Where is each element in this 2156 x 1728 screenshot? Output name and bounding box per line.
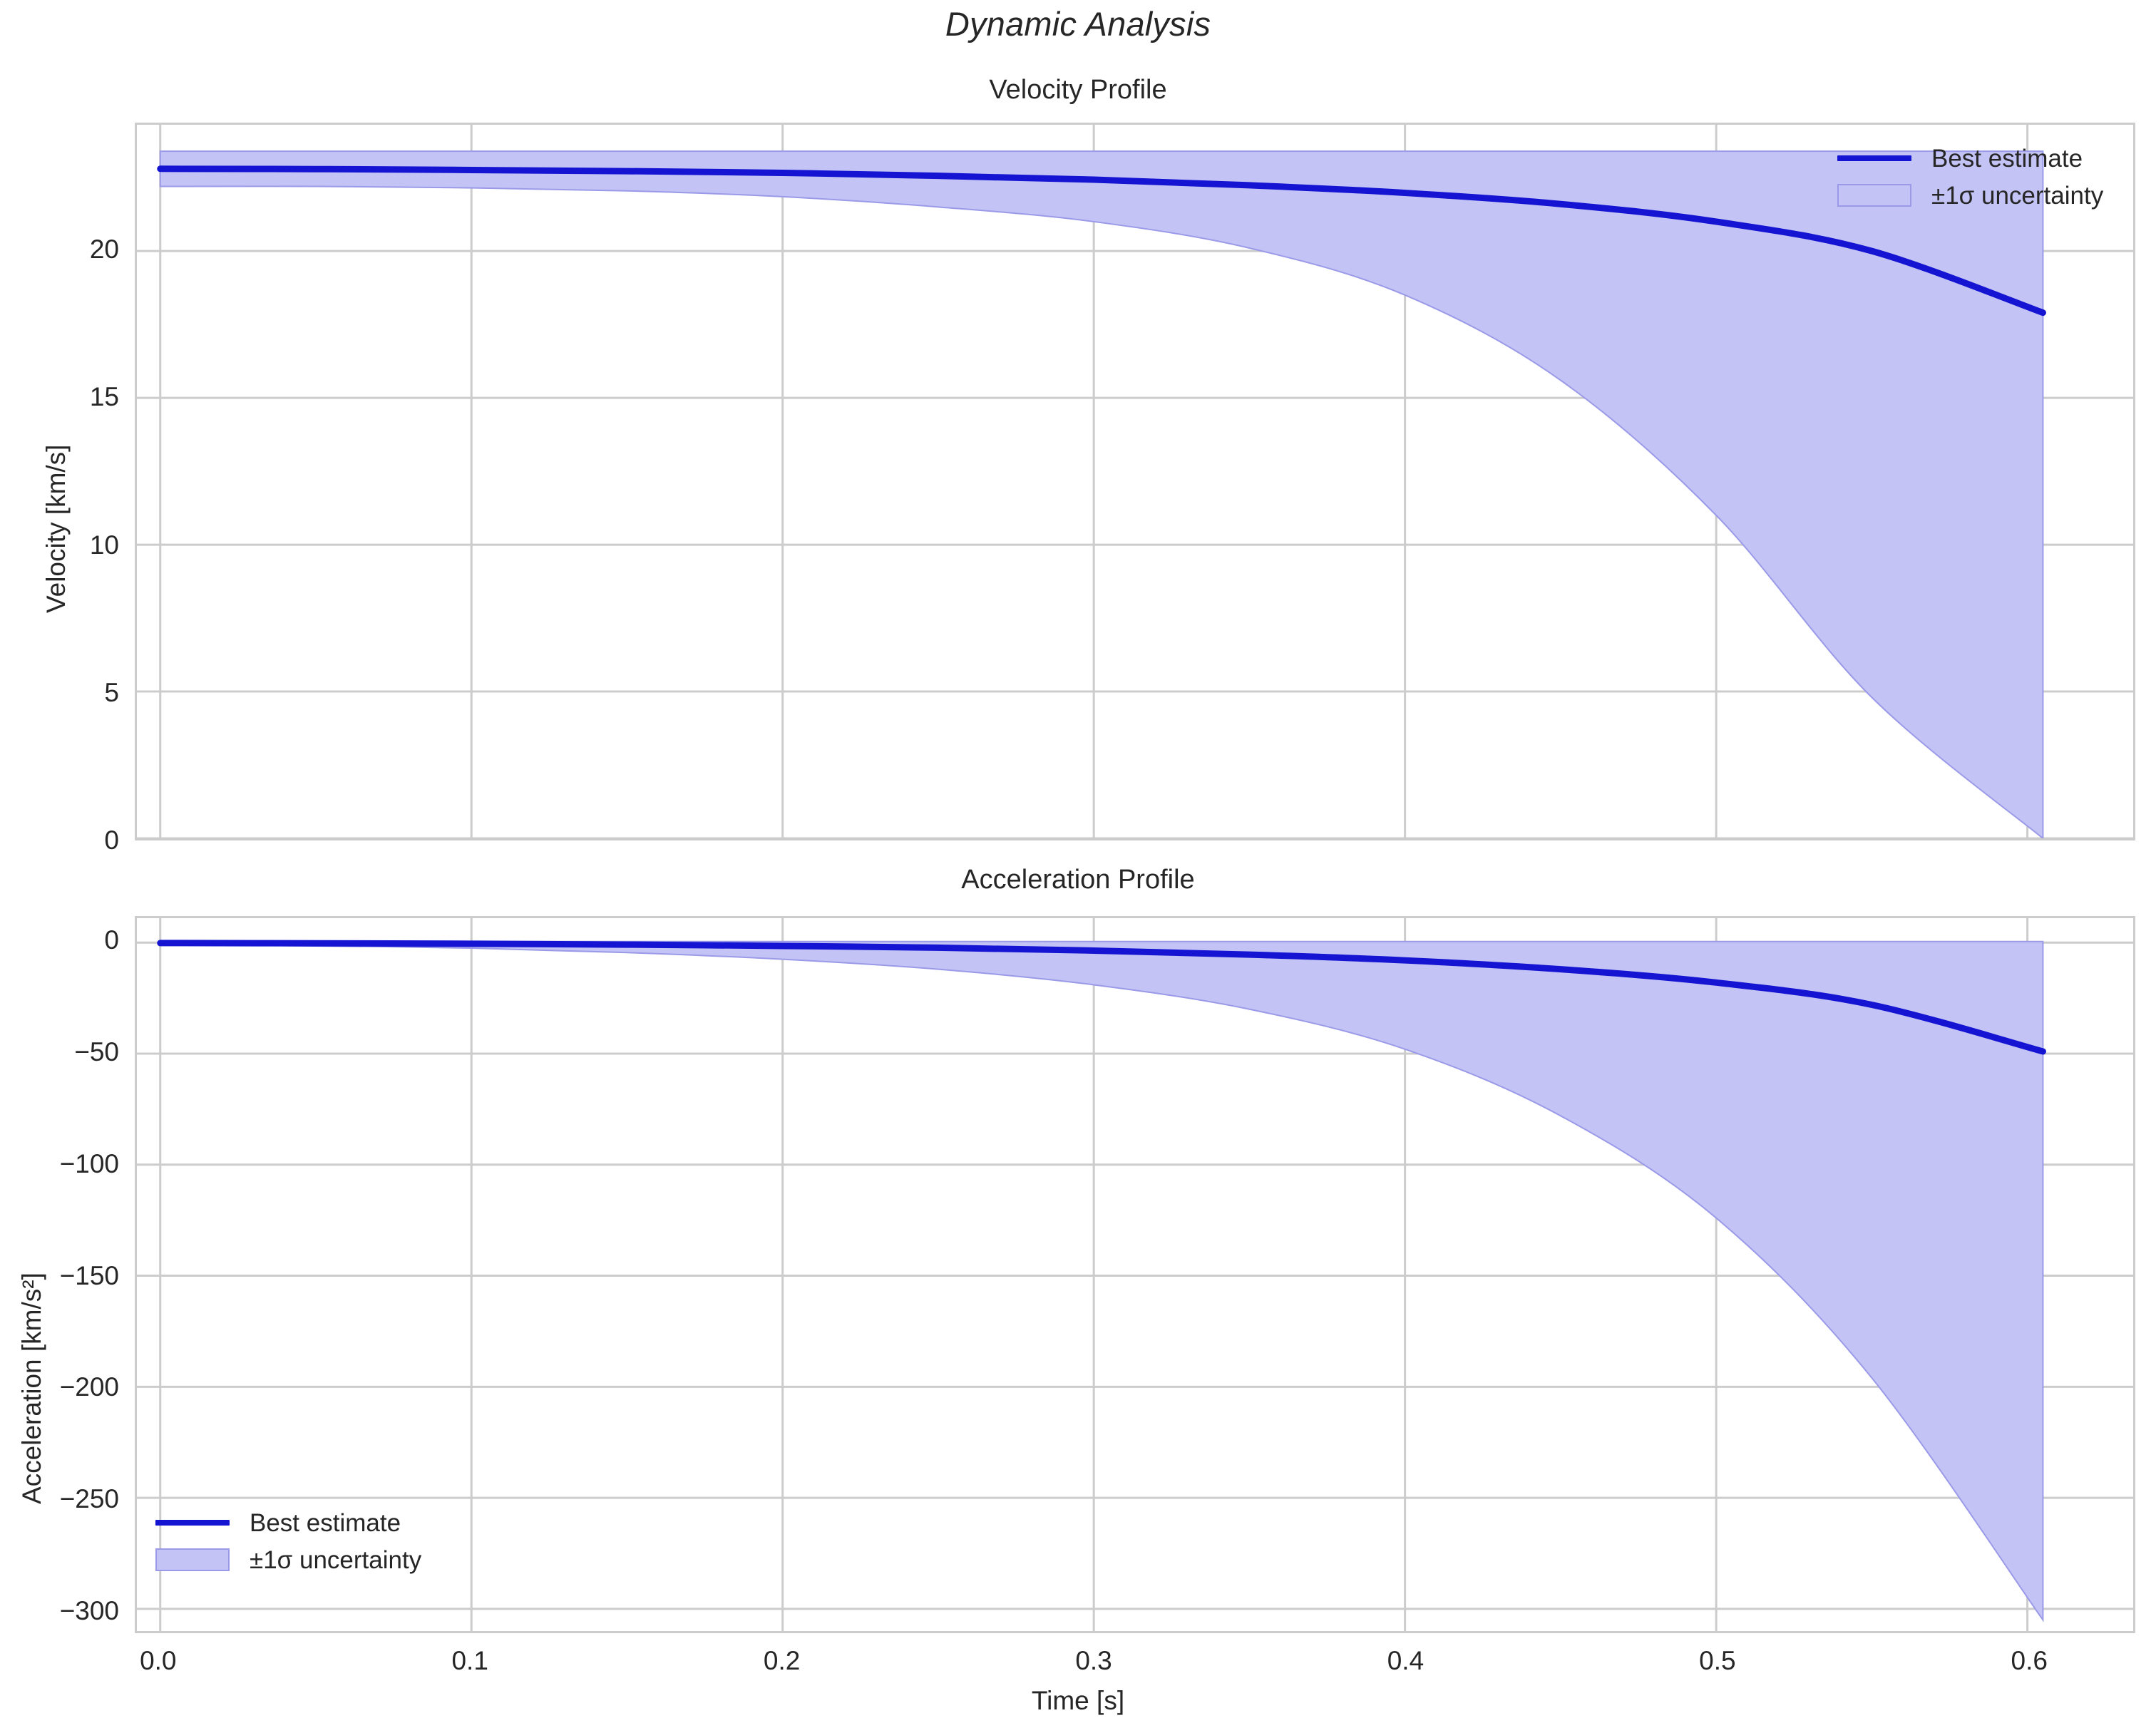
y-tick-label: −100 [59,1148,119,1178]
y-tick-label: 10 [89,530,119,560]
x-axis-label: Time [s] [1031,1686,1125,1715]
velocity-plot-svg [137,125,2133,838]
velocity-legend: Best estimate ±1σ uncertainty [1822,131,2118,224]
legend-line-key-icon [153,1507,232,1538]
x-tick-label: 0.4 [1387,1646,1424,1675]
x-tick-label: 0.1 [451,1646,488,1675]
legend-line-key-icon [1834,143,1914,174]
acceleration-axis-label: Acceleration [km/s²] [17,1272,46,1504]
velocity-axis-label: Velocity [km/s] [41,444,71,613]
legend-row-uncertainty[interactable]: ±1σ uncertainty [1834,177,2103,214]
legend-row-best-estimate[interactable]: Best estimate [1834,140,2103,177]
y-tick-label: 5 [104,677,119,707]
acceleration-panel-title: Acceleration Profile [961,865,1195,895]
x-tick-label: 0.3 [1075,1646,1112,1675]
x-tick-label: 0.6 [2011,1646,2048,1675]
velocity-plot-area[interactable] [135,123,2135,840]
x-tick-label: 0.0 [140,1646,177,1675]
y-tick-label: 0 [104,925,119,955]
x-tick-label: 0.5 [1699,1646,1736,1675]
y-tick-label: 20 [89,235,119,264]
acceleration-legend: Best estimate ±1σ uncertainty [140,1496,436,1588]
y-tick-label: −300 [59,1595,119,1625]
y-tick-label: −50 [74,1037,119,1067]
y-tick-label: −250 [59,1483,119,1513]
x-tick-label: 0.2 [763,1646,801,1675]
legend-label-best-estimate: Best estimate [1931,144,2083,173]
legend-band-key-icon [1834,180,1914,211]
legend-label-uncertainty: ±1σ uncertainty [250,1546,422,1574]
y-tick-label: −200 [59,1372,119,1402]
legend-label-uncertainty: ±1σ uncertainty [1931,181,2104,210]
legend-label-best-estimate: Best estimate [250,1508,401,1537]
acceleration-plot-area[interactable] [135,916,2135,1633]
y-tick-label: 15 [89,382,119,412]
figure-suptitle: Dynamic Analysis [945,5,1211,43]
y-tick-label: 0 [104,826,119,855]
legend-row-best-estimate[interactable]: Best estimate [153,1504,421,1541]
velocity-panel-title: Velocity Profile [989,75,1167,105]
legend-row-uncertainty[interactable]: ±1σ uncertainty [153,1541,421,1578]
acceleration-plot-svg [137,918,2133,1631]
legend-band-key-icon [153,1544,232,1575]
y-tick-label: −150 [59,1260,119,1290]
